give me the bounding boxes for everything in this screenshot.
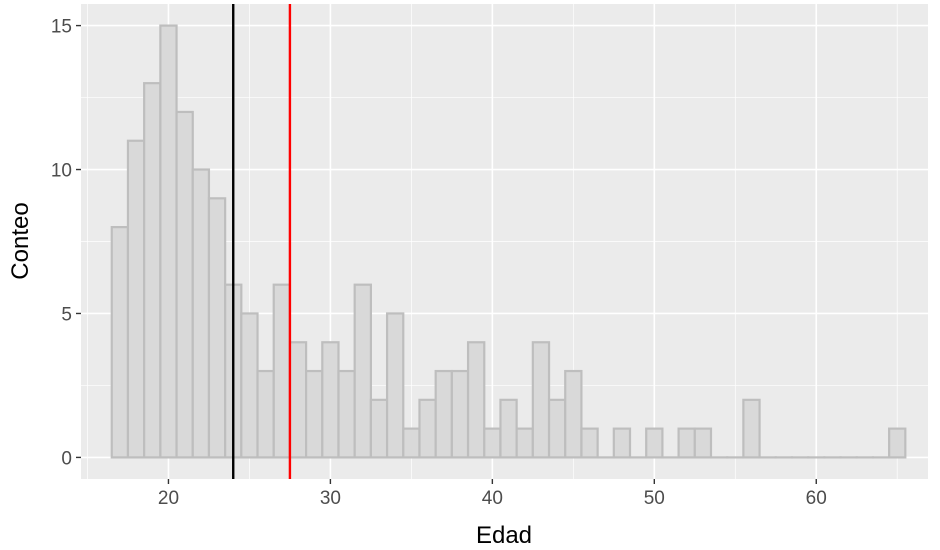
histogram-bar	[888, 427, 907, 459]
histogram-bar	[645, 427, 664, 459]
x-axis-title: Edad	[476, 522, 532, 549]
histogram-bar	[385, 312, 405, 459]
histogram-bars	[110, 24, 907, 459]
histogram-bar	[207, 197, 227, 459]
histogram-bar	[305, 369, 324, 459]
histogram-bar	[288, 341, 308, 459]
histogram-bar	[110, 226, 130, 459]
x-tick-label: 20	[158, 488, 179, 509]
histogram-bar	[564, 369, 583, 459]
x-tick-label: 60	[806, 488, 827, 509]
histogram-bar	[693, 427, 713, 459]
histogram-bar	[337, 369, 356, 459]
histogram-bar	[402, 427, 421, 459]
y-tick-label: 15	[51, 17, 72, 38]
histogram-bar	[612, 427, 632, 459]
histogram-bar	[256, 369, 275, 459]
x-axis-ticks: 20 30 40 50 60	[158, 479, 827, 509]
histogram-bar	[418, 398, 437, 459]
histogram-bar	[677, 427, 696, 459]
histogram-bar	[531, 341, 551, 459]
histogram-bar	[580, 427, 599, 459]
y-tick-label: 5	[61, 304, 72, 325]
histogram-bar	[175, 110, 194, 459]
histogram-bar	[483, 427, 502, 459]
histogram-bar	[191, 168, 211, 459]
histogram-bar	[126, 139, 146, 459]
histogram-bar	[466, 341, 486, 459]
x-tick-label: 40	[482, 488, 503, 509]
histogram-bar	[353, 283, 372, 459]
histogram-bar	[143, 82, 162, 459]
histogram-bar	[450, 369, 470, 459]
histogram-bar	[515, 427, 534, 459]
x-tick-label: 30	[320, 488, 341, 509]
histogram-bar	[321, 341, 340, 459]
y-axis-ticks: 0 5 10 15	[51, 17, 81, 469]
histogram-bar	[499, 398, 518, 459]
histogram-bar	[159, 24, 178, 459]
histogram-bar	[547, 398, 567, 459]
histogram-bar	[434, 369, 453, 459]
y-tick-label: 0	[61, 448, 72, 469]
y-axis-title: Conteo	[7, 202, 34, 279]
x-tick-label: 50	[644, 488, 665, 509]
histogram-bar	[272, 283, 292, 459]
y-tick-label: 10	[51, 161, 72, 182]
histogram-bar	[240, 312, 259, 459]
reference-lines	[232, 4, 292, 479]
histogram-bar	[369, 398, 389, 459]
histogram-bar	[742, 398, 761, 459]
